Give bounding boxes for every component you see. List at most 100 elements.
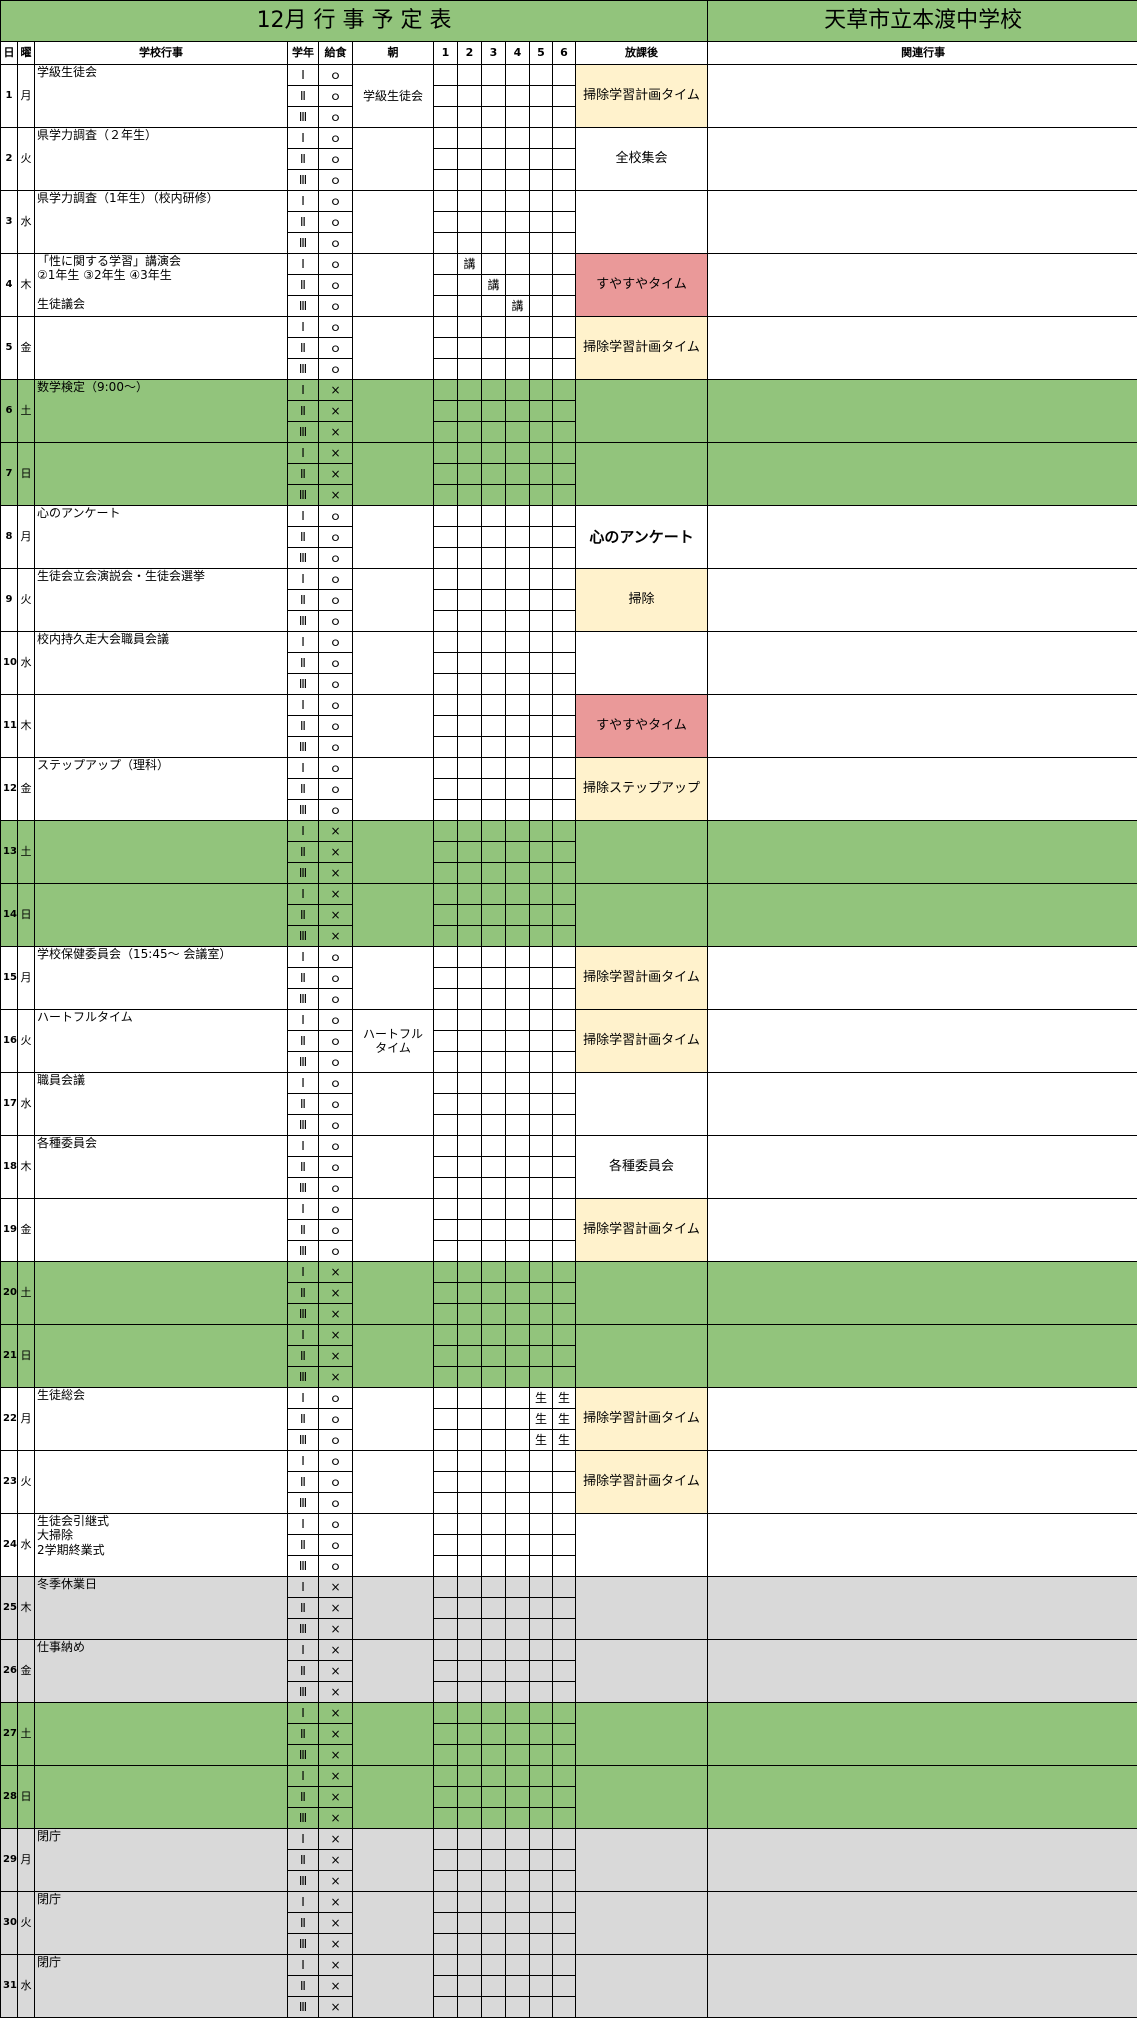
lunch: × (318, 904, 353, 926)
period-cell (529, 736, 553, 758)
day-of-week: 月 (17, 1387, 35, 1451)
day-number: 22 (0, 1387, 18, 1451)
grade: Ⅲ (287, 1870, 319, 1892)
period-cell (481, 358, 506, 380)
period-cell (457, 316, 482, 338)
grade: Ⅰ (287, 442, 319, 464)
period-cell (433, 400, 458, 422)
period-cell (505, 799, 530, 821)
day-of-week: 火 (17, 1450, 35, 1514)
period-cell (552, 1513, 576, 1535)
period-cell (457, 295, 482, 317)
period-cell (433, 1471, 458, 1493)
after-school (574, 631, 709, 695)
period-cell (529, 274, 553, 296)
period-cell (457, 1198, 482, 1220)
period-cell (529, 1240, 553, 1262)
day-number: 29 (0, 1828, 18, 1892)
period-cell (552, 1492, 576, 1514)
period-cell (481, 1345, 506, 1367)
day-number: 10 (0, 631, 18, 695)
period-cell (433, 253, 458, 275)
period-cell (552, 1471, 576, 1493)
period-cell (481, 1723, 506, 1745)
lunch: ｏ (318, 1072, 353, 1094)
period-cell (529, 715, 553, 737)
period-cell (433, 148, 458, 170)
period-cell (529, 1975, 553, 1997)
grade-row: Ⅲ × (1, 925, 1137, 947)
period-cell (481, 547, 506, 569)
period-cell (481, 442, 506, 464)
period-cell (433, 106, 458, 128)
day-of-week: 金 (17, 1198, 35, 1262)
period-cell (433, 211, 458, 233)
grade: Ⅲ (287, 106, 319, 128)
after-school: 掃除学習計画タイム (574, 1450, 709, 1514)
grade-row: 26 金仕事納め Ⅰ × (0, 1639, 1137, 1703)
period-cell (552, 1786, 576, 1808)
lunch: ｏ (318, 1093, 353, 1115)
period-cell (529, 1576, 553, 1598)
period-cell (552, 106, 576, 128)
period-cell (457, 358, 482, 380)
lunch: ｏ (318, 1219, 353, 1241)
period-cell (457, 1681, 482, 1703)
period-cell (481, 1597, 506, 1619)
day-number: 23 (0, 1450, 18, 1514)
column-header-row: 日曜学校行事 学年 給食朝 1 2 3 4 5 6 放課後 関連行事 (0, 41, 1137, 65)
grade: Ⅱ (287, 1912, 319, 1934)
day-number: 21 (0, 1324, 18, 1388)
school-event (34, 1198, 288, 1262)
period-cell (481, 1177, 506, 1199)
grade: Ⅱ (287, 967, 319, 989)
period-cell (529, 505, 553, 527)
period-cell (481, 85, 506, 107)
grade: Ⅲ (287, 1744, 319, 1766)
period-cell (433, 1849, 458, 1871)
grade: Ⅱ (287, 1471, 319, 1493)
period-cell (433, 883, 458, 905)
lunch: ｏ (318, 1513, 353, 1535)
period-cell (552, 337, 576, 359)
period-cell (552, 757, 576, 779)
period-cell (552, 1723, 576, 1745)
period-cell (552, 1576, 576, 1598)
period-cell (481, 715, 506, 737)
period-cell (529, 589, 553, 611)
lunch: ｏ (318, 1198, 353, 1220)
period-cell (552, 1618, 576, 1640)
column-header: 給食 (318, 41, 353, 65)
period-cell (529, 1513, 553, 1535)
lunch: ｏ (318, 1387, 353, 1409)
day-number: 17 (0, 1072, 18, 1136)
period-cell (505, 1093, 530, 1115)
period-cell (552, 211, 576, 233)
grade: Ⅲ (287, 1681, 319, 1703)
period-cell (481, 1534, 506, 1556)
period-cell (529, 778, 553, 800)
morning (352, 316, 434, 380)
period-cell (433, 694, 458, 716)
period-cell (433, 295, 458, 317)
related-events (707, 1198, 1137, 1262)
day-number: 28 (0, 1765, 18, 1829)
period-cell (481, 1387, 506, 1409)
period-cell: 生 (552, 1429, 576, 1451)
period-cell (552, 484, 576, 506)
after-school (574, 442, 709, 506)
period-cell (481, 106, 506, 128)
period-cell (433, 967, 458, 989)
period-cell (505, 85, 530, 107)
day-of-week: 金 (17, 1639, 35, 1703)
period-cell (505, 568, 530, 590)
period-cell (505, 337, 530, 359)
period-cell (529, 1009, 553, 1031)
period-cell (529, 1030, 553, 1052)
period-cell (433, 1660, 458, 1682)
grade-row: Ⅲ × (1, 484, 1137, 506)
lunch: ｏ (318, 358, 353, 380)
